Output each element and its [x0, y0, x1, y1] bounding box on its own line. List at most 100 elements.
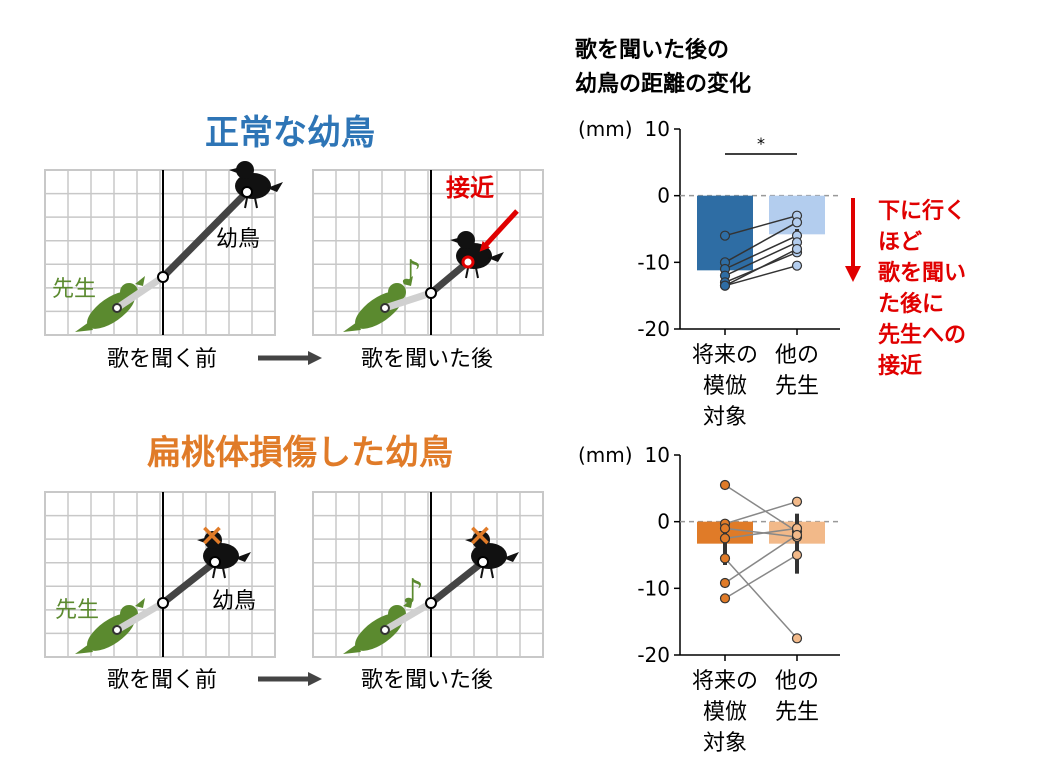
annotation-arrowhead — [845, 266, 861, 282]
teacher-bird-tail — [75, 644, 93, 654]
teacher-arm — [383, 289, 433, 312]
normal-juvenile-label: 幼鳥 — [216, 227, 260, 252]
teacher-bird-icon — [343, 276, 413, 332]
teacher-position-dot — [112, 625, 122, 635]
juvenile-bird-tail — [235, 552, 251, 562]
juvenile-bird-tail — [267, 182, 283, 192]
teacher-arm — [383, 599, 433, 634]
pair-line — [724, 500, 798, 525]
juvenile-position-dot — [241, 186, 253, 198]
data-point — [791, 633, 803, 644]
chart-header-line2: 幼鳥の距離の変化 — [575, 71, 751, 97]
pair-line — [724, 234, 798, 270]
category-label: 対象 — [703, 731, 747, 756]
normal-after-label: 歌を聞いた後 — [361, 347, 493, 372]
y-tick-label: 10 — [645, 117, 670, 141]
y-tick-label: -10 — [637, 576, 670, 600]
data-point — [791, 549, 803, 561]
lesion-teacher-label: 先生 — [55, 598, 99, 623]
juvenile-bird-head — [204, 531, 222, 549]
juvenile-bird-head — [457, 231, 475, 249]
pair-line — [724, 241, 798, 277]
unit-label: (mm) — [578, 117, 633, 141]
data-point — [719, 479, 731, 491]
annotation-line: 歌を聞い — [878, 260, 966, 286]
chart-header-line1: 歌を聞いた後の — [575, 37, 729, 63]
juvenile-bird-leg — [465, 267, 469, 279]
lesion-mark-icon-1: × — [199, 518, 224, 553]
juvenile-bird-leg — [254, 197, 258, 209]
juvenile-arm — [428, 559, 486, 606]
data-point — [719, 533, 731, 544]
lesion-mark-icon-2: × — [467, 518, 492, 553]
juvenile-bird-beak — [465, 538, 473, 543]
category-label: 将来の — [692, 343, 758, 368]
normal-after-panel — [312, 169, 544, 336]
lesion-transition-arrowhead — [308, 672, 322, 686]
juvenile-bird-tail — [503, 552, 519, 562]
juvenile-position-dot — [461, 255, 475, 269]
data-point — [719, 523, 731, 534]
pair-line — [724, 248, 798, 287]
teacher-bird-tail — [343, 644, 361, 654]
pair-line — [724, 534, 798, 584]
juvenile-bird-beak — [450, 238, 458, 243]
approach-arrow — [479, 209, 519, 252]
lesion-before-label: 歌を聞く前 — [107, 668, 217, 693]
data-point — [791, 529, 803, 541]
teacher-position-dot — [380, 625, 390, 635]
pair-line — [724, 557, 798, 639]
pair-line — [724, 484, 798, 533]
teacher-bird-beak — [135, 276, 145, 286]
normal-teacher-label: 先生 — [52, 277, 96, 302]
unit-label: (mm) — [578, 443, 633, 467]
teacher-arm — [115, 274, 165, 311]
category-label: 他の — [775, 669, 819, 694]
data-point — [791, 260, 803, 271]
annotation-line: 接近 — [878, 353, 922, 379]
lesion-after-panel — [312, 491, 544, 658]
data-point — [719, 230, 731, 241]
data-point — [719, 577, 731, 589]
annotation-line: 下に行く — [878, 198, 966, 224]
juvenile-bird-tail — [488, 252, 504, 262]
y-tick-label: 0 — [657, 184, 670, 208]
normal-title: 正常な幼鳥 — [205, 113, 375, 153]
pair-line — [724, 527, 798, 540]
teacher-bird-beak — [403, 598, 413, 608]
juvenile-bird-beak — [197, 538, 205, 543]
juvenile-bird-head — [236, 161, 254, 179]
pivot-dot — [425, 597, 437, 609]
pair-line — [724, 264, 798, 287]
pivot-dot — [157, 597, 169, 609]
juvenile-arm — [428, 259, 471, 296]
annotation-line: 先生への — [878, 323, 966, 348]
data-point — [791, 217, 803, 228]
data-point — [719, 593, 731, 604]
pivot-dot — [425, 287, 437, 299]
category-label: 将来の — [692, 669, 758, 694]
juvenile-arm — [160, 189, 250, 280]
y-tick-label: -20 — [637, 317, 670, 341]
teacher-bird-beak — [403, 276, 413, 286]
lesion-before-panel — [44, 491, 276, 658]
teacher-bird-tail — [343, 322, 361, 332]
teacher-arm — [115, 599, 165, 634]
juvenile-bird-head — [472, 531, 490, 549]
teacher-position-dot — [380, 303, 390, 313]
juvenile-position-dot — [477, 556, 489, 568]
y-tick-label: -10 — [637, 250, 670, 274]
annotation-line: た後に — [878, 291, 944, 317]
data-point — [719, 280, 731, 291]
juvenile-position-dot — [209, 556, 221, 568]
normal-note-icon: ♪ — [400, 253, 422, 293]
normal-approach-label: 接近 — [446, 174, 494, 202]
juvenile-arm — [160, 559, 218, 606]
significance-label: * — [757, 134, 765, 153]
category-label: 先生 — [775, 374, 819, 399]
annotation-line: ほど — [878, 230, 922, 255]
lesion-after-label: 歌を聞いた後 — [361, 668, 493, 693]
